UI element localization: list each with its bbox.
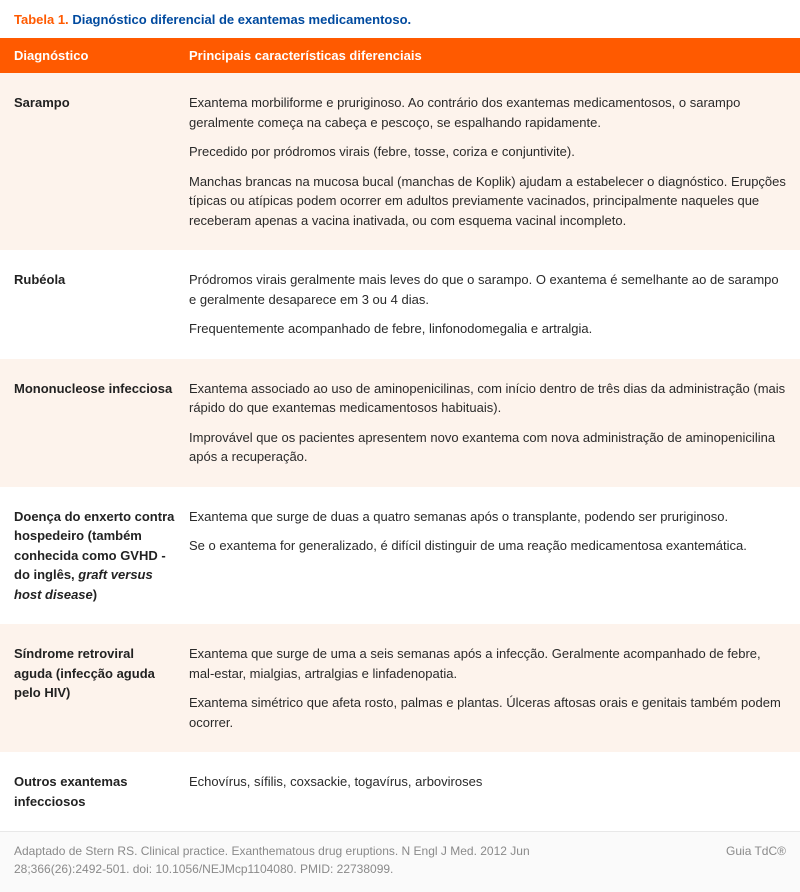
table-row: Mononucleose infecciosa Exantema associad… [0, 359, 800, 487]
characteristic-paragraph: Exantema que surge de uma a seis semanas… [189, 644, 786, 683]
diagnosis-text: ) [93, 587, 97, 602]
diagnosis-cell: Doença do enxerto contra hospedeiro (tam… [0, 499, 185, 613]
characteristic-paragraph: Exantema morbiliforme e pruriginoso. Ao … [189, 93, 786, 132]
characteristic-paragraph: Exantema associado ao uso de aminopenici… [189, 379, 786, 418]
characteristics-cell: Exantema associado ao uso de aminopenici… [185, 371, 800, 475]
characteristic-paragraph: Frequentemente acompanhado de febre, lin… [189, 319, 786, 339]
table-caption: Tabela 1. Diagnóstico diferencial de exa… [0, 0, 800, 38]
characteristic-paragraph: Exantema que surge de duas a quatro sema… [189, 507, 786, 527]
table-row: Outros exantemas infecciosos Echovírus, s… [0, 752, 800, 831]
table-row: Síndrome retroviral aguda (infecção agud… [0, 624, 800, 752]
characteristics-cell: Exantema que surge de duas a quatro sema… [185, 499, 800, 613]
footer-citation: Adaptado de Stern RS. Clinical practice.… [14, 842, 614, 878]
characteristic-paragraph: Se o exantema for generalizado, é difíci… [189, 536, 786, 556]
characteristics-cell: Echovírus, sífilis, coxsackie, togavírus… [185, 764, 800, 819]
footer-brand: Guia TdC® [716, 842, 786, 860]
characteristics-cell: Pródromos virais geralmente mais leves d… [185, 262, 800, 347]
characteristic-paragraph: Exantema simétrico que afeta rosto, palm… [189, 693, 786, 732]
diagnosis-cell: Rubéola [0, 262, 185, 347]
characteristic-paragraph: Echovírus, sífilis, coxsackie, togavírus… [189, 772, 786, 792]
diagnosis-text: Outros exantemas infecciosos [14, 774, 127, 809]
characteristic-paragraph: Improvável que os pacientes apresentem n… [189, 428, 786, 467]
header-characteristics: Principais características diferenciais [185, 38, 800, 74]
diagnosis-text: Síndrome retroviral aguda (infecção agud… [14, 646, 155, 700]
caption-label: Tabela 1. [14, 12, 69, 27]
characteristics-cell: Exantema que surge de uma a seis semanas… [185, 636, 800, 740]
diagnosis-cell: Sarampo [0, 85, 185, 238]
diagnosis-cell: Mononucleose infecciosa [0, 371, 185, 475]
table-container: Tabela 1. Diagnóstico diferencial de exa… [0, 0, 800, 892]
header-diagnosis: Diagnóstico [0, 38, 185, 74]
table-body: Sarampo Exantema morbiliforme e prurigino… [0, 73, 800, 831]
table-row: Doença do enxerto contra hospedeiro (tam… [0, 487, 800, 625]
diagnosis-text: Sarampo [14, 95, 70, 110]
caption-title: Diagnóstico diferencial de exantemas med… [72, 12, 411, 27]
table-row: Rubéola Pródromos virais geralmente mais … [0, 250, 800, 359]
diagnosis-text: Mononucleose infecciosa [14, 381, 172, 396]
diagnosis-cell: Síndrome retroviral aguda (infecção agud… [0, 636, 185, 740]
table-footer: Adaptado de Stern RS. Clinical practice.… [0, 831, 800, 892]
characteristic-paragraph: Manchas brancas na mucosa bucal (manchas… [189, 172, 786, 231]
characteristic-paragraph: Precedido por pródromos virais (febre, t… [189, 142, 786, 162]
table-row: Sarampo Exantema morbiliforme e prurigino… [0, 73, 800, 250]
diagnosis-cell: Outros exantemas infecciosos [0, 764, 185, 819]
table-header-row: Diagnóstico Principais características d… [0, 38, 800, 74]
characteristic-paragraph: Pródromos virais geralmente mais leves d… [189, 270, 786, 309]
diagnosis-text: Rubéola [14, 272, 65, 287]
characteristics-cell: Exantema morbiliforme e pruriginoso. Ao … [185, 85, 800, 238]
